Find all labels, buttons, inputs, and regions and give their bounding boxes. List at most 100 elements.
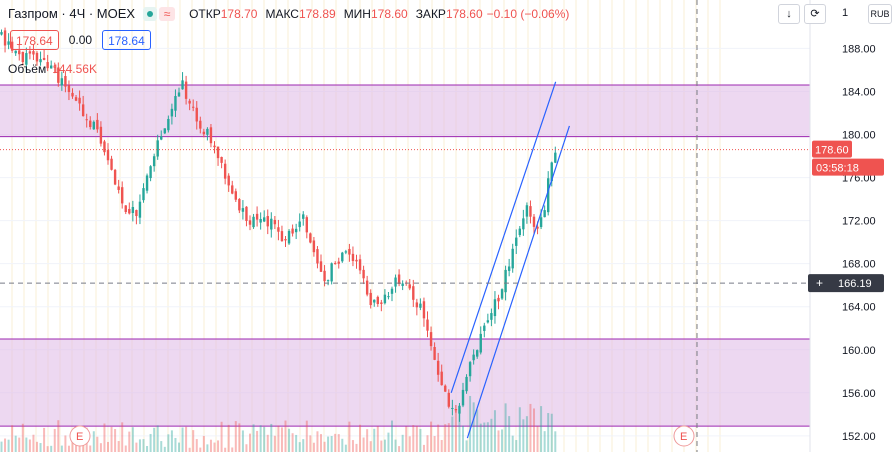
candle <box>21 52 24 63</box>
volume-bar <box>447 423 450 452</box>
candle <box>89 120 92 128</box>
volume-bar <box>543 431 546 452</box>
y-tick-label: 180.00 <box>842 130 876 142</box>
countdown-tag <box>812 158 884 176</box>
volume-bar <box>263 426 266 452</box>
volume-bar <box>39 443 42 452</box>
volume-bar <box>192 430 195 452</box>
channel-line <box>450 81 557 394</box>
refresh-icon[interactable]: ⟳ <box>804 4 826 24</box>
price-channel <box>450 81 571 439</box>
candle <box>472 354 475 361</box>
volume-bar <box>351 440 354 452</box>
candle <box>124 205 127 212</box>
candle <box>390 288 394 294</box>
volume-bar <box>419 428 422 452</box>
candle <box>121 187 124 204</box>
volume-bar <box>121 422 124 452</box>
bid-price[interactable]: 178.64 <box>10 30 59 50</box>
volume-bar <box>376 426 379 452</box>
volume-label: Объём <box>8 62 47 76</box>
volume-bar <box>209 439 212 452</box>
candle <box>451 407 454 409</box>
high-value: 178.89 <box>298 6 336 21</box>
volume-bar <box>231 447 234 452</box>
volume-bar <box>501 429 504 452</box>
volume-bar <box>89 445 92 452</box>
volume-bar <box>64 435 67 452</box>
candle <box>199 120 202 129</box>
volume-bar <box>252 424 255 452</box>
volume-bar <box>430 421 433 452</box>
volume-bar <box>245 444 248 452</box>
volume-bar <box>348 421 351 452</box>
volume-bar <box>454 410 457 452</box>
candle <box>486 320 490 323</box>
volume-bar <box>302 439 305 452</box>
volume-bar <box>373 428 376 452</box>
earnings-icon <box>69 425 91 447</box>
volume-bar <box>305 420 308 452</box>
volume-bar <box>0 441 3 452</box>
candle <box>483 325 486 331</box>
candle <box>365 280 369 295</box>
currency-button[interactable]: RUB <box>868 4 892 24</box>
symbol-title[interactable]: Газпром · 4Ч · MOEX <box>8 6 136 21</box>
candle <box>167 118 170 131</box>
volume-bar <box>383 439 386 452</box>
volume-bar <box>334 433 337 452</box>
volume-bar <box>280 427 283 452</box>
candle <box>14 50 17 54</box>
volume-bar <box>490 418 493 452</box>
candle <box>220 156 223 163</box>
candle <box>454 409 458 411</box>
volume-bar <box>540 406 543 452</box>
candle <box>42 57 46 60</box>
earnings-icon <box>673 425 695 447</box>
candle <box>277 227 280 232</box>
candle <box>131 207 135 214</box>
ask-price[interactable]: 178.64 <box>102 30 151 50</box>
volume-bar <box>185 426 188 452</box>
candle <box>433 346 436 360</box>
candle <box>135 210 138 217</box>
candle <box>419 303 422 308</box>
candle <box>376 296 379 304</box>
candle <box>415 302 419 308</box>
volume-bar <box>135 442 138 452</box>
volume-bar <box>25 437 28 452</box>
delayed-data-icon[interactable]: ≈ <box>159 6 176 21</box>
candle <box>32 51 35 55</box>
last-price-tag <box>812 140 852 158</box>
candle <box>294 228 298 233</box>
download-icon[interactable]: ↓ <box>778 4 800 24</box>
candle <box>110 158 113 170</box>
candle <box>50 65 53 69</box>
candle <box>64 75 67 87</box>
volume-bar <box>202 435 205 452</box>
crosshair-price-label: 166.19 <box>838 278 872 290</box>
volume-bar <box>249 433 251 452</box>
volume-bar <box>103 423 106 452</box>
volume-bar <box>107 441 109 452</box>
volume-bar <box>533 408 535 452</box>
candle <box>504 269 507 293</box>
market-status-icon[interactable] <box>143 6 158 21</box>
open-label: ОТКР <box>189 6 221 21</box>
volume-bar <box>330 436 333 452</box>
candle <box>515 237 518 246</box>
volume-bar <box>96 436 99 452</box>
candle <box>245 206 248 221</box>
volume-bar <box>266 434 269 452</box>
candle <box>99 126 103 144</box>
candle <box>554 152 557 163</box>
volume-bar <box>522 419 525 452</box>
candle <box>74 97 78 101</box>
volume-bar <box>156 425 159 452</box>
candle <box>458 405 461 414</box>
candle <box>291 228 294 234</box>
volume-bar <box>547 413 550 452</box>
volume-bar <box>234 421 237 452</box>
volume-bar <box>504 403 507 452</box>
